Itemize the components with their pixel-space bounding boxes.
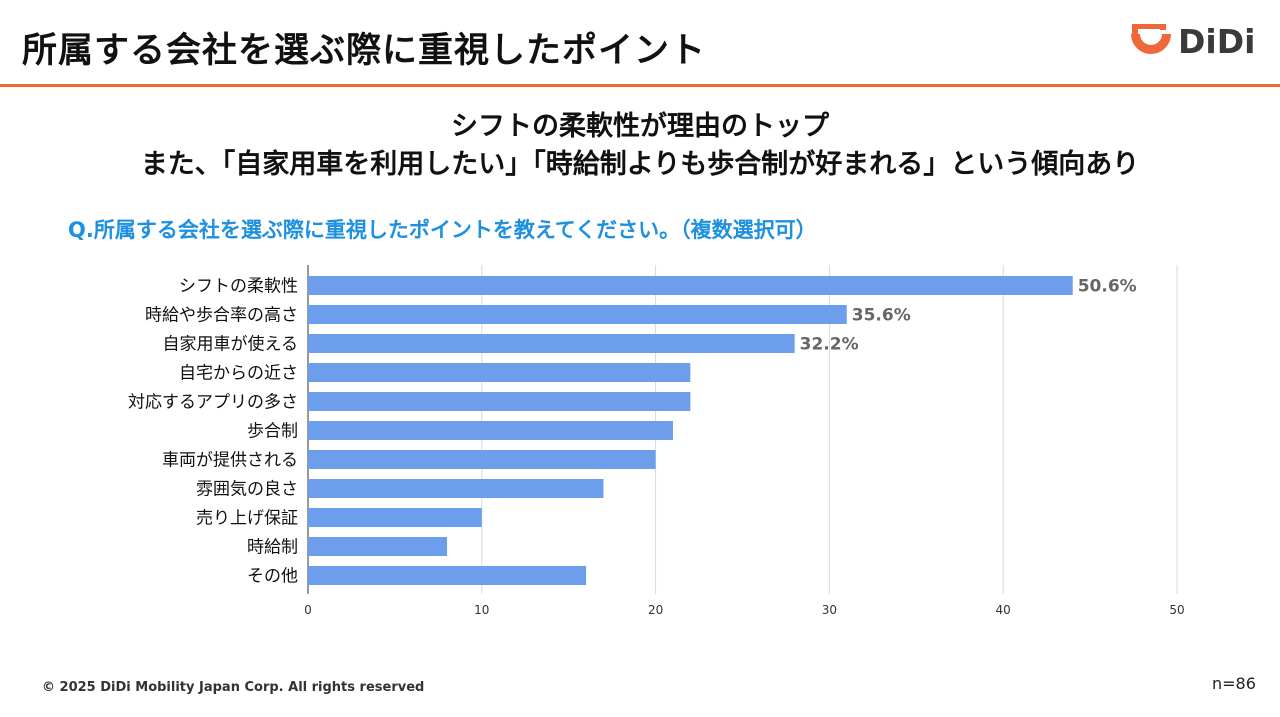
bar [308, 363, 691, 382]
data-label: 32.2% [800, 335, 859, 355]
title-divider [0, 84, 1280, 87]
category-label: 自宅からの近さ [179, 364, 298, 384]
bar [308, 537, 448, 556]
logo-wordmark: DiDi [1178, 22, 1256, 61]
bar [308, 566, 587, 585]
survey-question: Q.所属する会社を選ぶ際に重視したポイントを教えてください。（複数選択可） [68, 218, 817, 242]
bar [308, 276, 1073, 295]
subtitle-line-2: また、「自家用車を利用したい」「時給制よりも歩合制が好まれる」という傾向あり [140, 149, 1140, 180]
bar-chart: 0 10 20 30 40 50 シフトの柔軟性 50.6% 時給や歩合率の高さ 35.6% 自家用… [128, 265, 1185, 617]
bar [308, 421, 673, 440]
copyright-notice: © 2025 DiDi Mobility Japan Corp. All rig… [42, 680, 425, 695]
data-label: 50.6% [1078, 277, 1137, 297]
x-tick-label: 10 [474, 603, 489, 617]
data-label: 35.6% [852, 306, 911, 326]
category-label: 自家用車が使える [163, 334, 299, 355]
bar [308, 450, 656, 469]
sample-size: n=86 [1212, 674, 1256, 693]
x-tick-label: 40 [996, 603, 1011, 617]
x-tick-label: 50 [1169, 603, 1184, 617]
bar [308, 392, 691, 411]
category-label: 対応するアプリの多さ [128, 393, 298, 413]
category-label: 時給制 [247, 538, 298, 558]
bar [308, 508, 482, 527]
subtitle-line-1: シフトの柔軟性が理由のトップ [451, 111, 829, 142]
category-label: 歩合制 [247, 422, 298, 442]
category-label: 売り上げ保証 [196, 509, 298, 529]
bar [308, 334, 795, 353]
didi-logo: DiDi [1128, 20, 1256, 64]
category-label: その他 [247, 567, 298, 587]
bar [308, 479, 604, 498]
didi-logo-icon [1131, 24, 1171, 54]
x-tick-label: 0 [304, 603, 312, 617]
page-title: 所属する会社を選ぶ際に重視したポイント [22, 31, 707, 71]
bar [308, 305, 847, 324]
category-label: シフトの柔軟性 [179, 277, 298, 297]
category-label: 時給や歩合率の高さ [145, 306, 298, 326]
x-tick-label: 30 [822, 603, 837, 617]
category-label: 車両が提供される [162, 451, 298, 471]
category-label: 雰囲気の良さ [196, 480, 298, 500]
x-tick-label: 20 [648, 603, 663, 617]
